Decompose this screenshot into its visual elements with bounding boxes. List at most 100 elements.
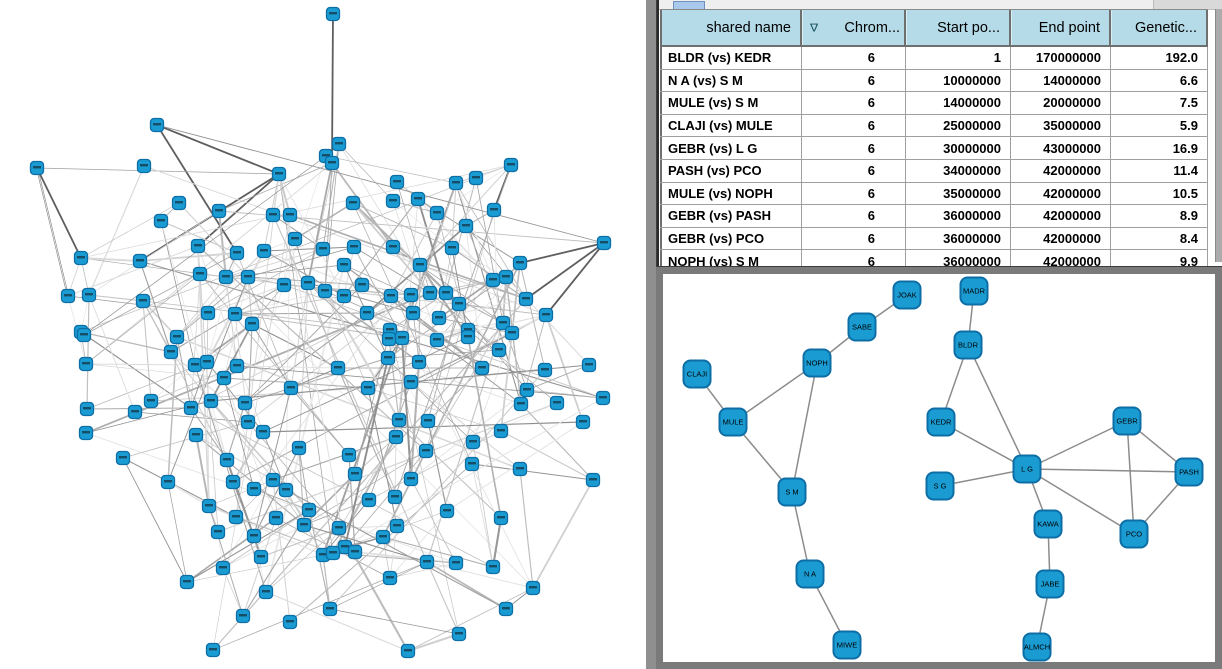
network-node[interactable]	[513, 396, 529, 412]
network-node[interactable]	[136, 158, 152, 174]
network-node[interactable]	[444, 240, 460, 256]
network-node[interactable]	[549, 395, 565, 411]
network-node[interactable]	[460, 329, 476, 345]
network-node[interactable]: S M	[777, 477, 807, 507]
network-node[interactable]	[296, 517, 312, 533]
network-node[interactable]	[192, 266, 208, 282]
network-node[interactable]	[438, 285, 454, 301]
network-node[interactable]	[486, 202, 502, 218]
network-node[interactable]	[200, 305, 216, 321]
table-row[interactable]: GEBR (vs) PCO 6 36000000 42000000 8.4	[660, 227, 1208, 251]
network-node[interactable]	[336, 288, 352, 304]
network-node[interactable]	[420, 413, 436, 429]
network-node[interactable]	[537, 362, 553, 378]
network-node[interactable]: KEDR	[926, 407, 956, 437]
network-node[interactable]	[291, 440, 307, 456]
network-node[interactable]	[512, 255, 528, 271]
funnel-icon[interactable]: ∇	[810, 21, 819, 34]
network-node[interactable]: KAWA	[1033, 509, 1063, 539]
network-node[interactable]	[253, 549, 269, 565]
table-row[interactable]: MULE (vs) S M 6 14000000 20000000 7.5	[660, 92, 1208, 115]
network-node[interactable]	[347, 466, 363, 482]
network-node[interactable]	[422, 285, 438, 301]
network-node[interactable]	[265, 472, 281, 488]
network-node[interactable]	[403, 471, 419, 487]
network-node[interactable]	[345, 195, 361, 211]
network-node[interactable]	[464, 456, 480, 472]
network-node[interactable]	[439, 503, 455, 519]
network-node[interactable]	[199, 354, 215, 370]
network-node[interactable]	[412, 257, 428, 273]
column-header-chromosome[interactable]: ∇ Chrom...	[802, 10, 906, 45]
network-node[interactable]	[385, 193, 401, 209]
network-node[interactable]	[468, 170, 484, 186]
network-node[interactable]: MULE	[718, 407, 748, 437]
network-node[interactable]	[300, 275, 316, 291]
network-node[interactable]	[229, 245, 245, 261]
network-node[interactable]	[324, 155, 340, 171]
network-node[interactable]: ALMCH	[1022, 632, 1052, 662]
network-node[interactable]	[360, 380, 376, 396]
network-node[interactable]	[78, 425, 94, 441]
network-node[interactable]	[498, 269, 514, 285]
network-node[interactable]	[485, 272, 501, 288]
network-node[interactable]	[383, 288, 399, 304]
network-node[interactable]	[228, 509, 244, 525]
network-node[interactable]	[585, 472, 601, 488]
column-header-start-position[interactable]: Start po...	[906, 10, 1011, 45]
network-node[interactable]	[474, 360, 490, 376]
network-node[interactable]	[581, 357, 597, 373]
network-node[interactable]	[183, 400, 199, 416]
network-node[interactable]	[518, 291, 534, 307]
network-node[interactable]	[282, 207, 298, 223]
table-row[interactable]: BLDR (vs) KEDR 6 1 170000000 192.0	[660, 47, 1208, 70]
network-node[interactable]	[330, 360, 346, 376]
network-node[interactable]	[465, 434, 481, 450]
network-node[interactable]	[225, 474, 241, 490]
network-node[interactable]	[429, 205, 445, 221]
network-node[interactable]	[331, 136, 347, 152]
network-node[interactable]	[205, 642, 221, 658]
network-node[interactable]	[235, 608, 251, 624]
network-node[interactable]	[132, 253, 148, 269]
network-node[interactable]	[255, 424, 271, 440]
network-node[interactable]	[76, 327, 92, 343]
network-node[interactable]	[405, 305, 421, 321]
network-node[interactable]	[493, 510, 509, 526]
network-node[interactable]	[160, 474, 176, 490]
network-node[interactable]	[287, 231, 303, 247]
network-node[interactable]	[211, 203, 227, 219]
network-node[interactable]	[331, 520, 347, 536]
network-node[interactable]	[219, 452, 235, 468]
network-node[interactable]	[394, 330, 410, 346]
network-node[interactable]	[187, 357, 203, 373]
network-node[interactable]	[188, 427, 204, 443]
network-node[interactable]: NOPH	[802, 348, 832, 378]
network-node[interactable]	[419, 554, 435, 570]
network-node[interactable]	[315, 241, 331, 257]
network-node[interactable]	[73, 250, 89, 266]
network-node[interactable]	[448, 175, 464, 191]
network-node[interactable]	[79, 401, 95, 417]
network-node[interactable]	[240, 414, 256, 430]
column-header-shared-name[interactable]: shared name	[660, 10, 802, 45]
table-row[interactable]: CLAJI (vs) MULE 6 25000000 35000000 5.9	[660, 114, 1208, 138]
network-node[interactable]	[29, 160, 45, 176]
network-node[interactable]	[258, 584, 274, 600]
network-node[interactable]	[210, 524, 226, 540]
table-row[interactable]: GEBR (vs) L G 6 30000000 43000000 16.9	[660, 137, 1208, 160]
network-node[interactable]	[382, 570, 398, 586]
network-node[interactable]	[381, 331, 397, 347]
network-node[interactable]	[485, 559, 501, 575]
network-node[interactable]	[244, 316, 260, 332]
network-node[interactable]	[278, 482, 294, 498]
network-node[interactable]: JABE	[1035, 569, 1065, 599]
network-node[interactable]	[268, 510, 284, 526]
network-node[interactable]	[325, 545, 341, 561]
network-node[interactable]	[283, 380, 299, 396]
network-node[interactable]	[216, 370, 232, 386]
network-node[interactable]: S G	[925, 471, 955, 501]
network-node[interactable]	[458, 218, 474, 234]
network-node[interactable]	[229, 358, 245, 374]
network-node[interactable]	[575, 414, 591, 430]
